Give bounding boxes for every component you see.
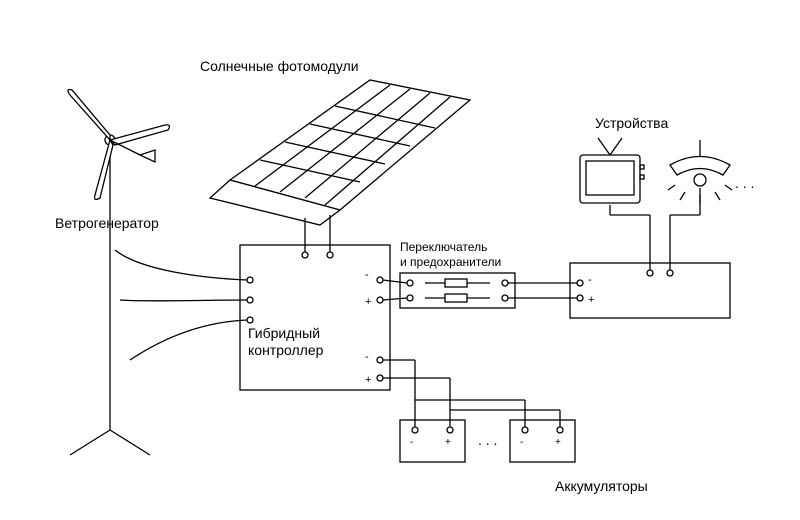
switch-fuse-box: [400, 273, 515, 308]
svg-text:+: +: [588, 294, 594, 306]
svg-text:-: -: [520, 437, 523, 448]
controller-box: - + - +: [240, 245, 390, 390]
solar-panel-icon: [210, 80, 470, 225]
battery-2-icon: - +: [510, 420, 575, 462]
svg-text:+: +: [365, 296, 371, 308]
svg-text:-: -: [410, 437, 413, 448]
svg-text:+: +: [555, 437, 561, 448]
label-dots-devices: . . .: [735, 175, 754, 191]
svg-text:+: +: [365, 374, 371, 386]
svg-text:-: -: [365, 351, 369, 363]
battery-1-icon: - +: [400, 420, 465, 462]
wind-turbine-icon: [68, 90, 170, 455]
svg-text:-: -: [365, 269, 369, 281]
svg-text:+: +: [445, 437, 451, 448]
label-controller-2: контроллер: [248, 342, 323, 358]
label-controller-1: Гибридный: [248, 325, 320, 341]
label-solar: Солнечные фотомодули: [200, 58, 359, 74]
inverter-box: - +: [570, 263, 730, 318]
svg-text:-: -: [588, 274, 592, 286]
label-switch-2: и предохранители: [400, 255, 501, 269]
label-devices: Устройства: [595, 115, 668, 131]
label-dots-batteries: . . .: [478, 432, 497, 448]
label-batteries: Аккумуляторы: [555, 478, 648, 494]
label-wind: Ветрогенератор: [55, 215, 159, 231]
label-switch-1: Переключатель: [400, 240, 487, 254]
tv-icon: [580, 138, 644, 203]
diagram-canvas: - + - +: [0, 0, 800, 520]
